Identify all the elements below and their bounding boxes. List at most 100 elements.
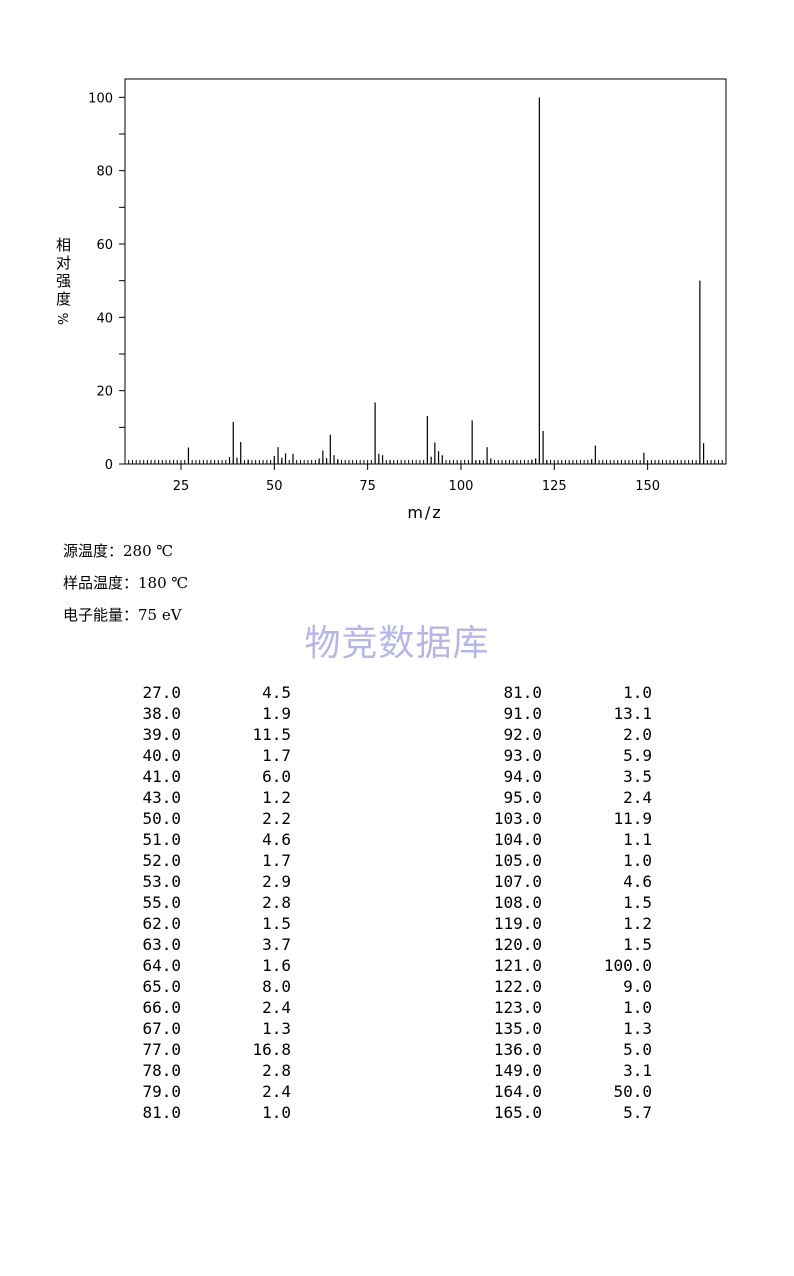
peak-row: 81.0 1.0 <box>432 683 652 704</box>
peak-abundance: 8.0 <box>262 977 291 996</box>
peak-mz: 65.0 <box>142 977 181 996</box>
peak-row: 51.0 4.6 <box>71 830 291 851</box>
peak-abundance: 11.9 <box>613 809 652 828</box>
peak-mz: 105.0 <box>493 851 542 870</box>
peak-abundance: 2.0 <box>623 725 652 744</box>
peak-abundance: 1.0 <box>623 998 652 1017</box>
spectrum-bars <box>187 97 705 464</box>
peak-row: 93.0 5.9 <box>432 746 652 767</box>
peak-row: 39.0 11.5 <box>71 725 291 746</box>
peak-mz: 55.0 <box>142 893 181 912</box>
peak-abundance: 6.0 <box>262 767 291 786</box>
peak-abundance: 9.0 <box>623 977 652 996</box>
peak-abundance: 2.4 <box>623 788 652 807</box>
peak-mz: 27.0 <box>142 683 181 702</box>
peak-mz: 107.0 <box>493 872 542 891</box>
peak-mz: 93.0 <box>503 746 542 765</box>
peak-abundance: 1.3 <box>623 1019 652 1038</box>
peak-row: 135.0 1.3 <box>432 1019 652 1040</box>
peak-abundance: 2.8 <box>262 1061 291 1080</box>
peak-mz: 149.0 <box>493 1061 542 1080</box>
x-axis-ticks: 25 50 75 100 125 150 <box>173 464 660 494</box>
peak-mz: 103.0 <box>493 809 542 828</box>
peak-mz: 164.0 <box>493 1082 542 1101</box>
y-tick-label: 80 <box>96 165 113 180</box>
peak-abundance: 5.7 <box>623 1103 652 1122</box>
peak-abundance: 5.0 <box>623 1040 652 1059</box>
peak-mz: 77.0 <box>142 1040 181 1059</box>
peak-mz: 81.0 <box>142 1103 181 1122</box>
acquisition-conditions: 源温度：280 ℃ 样品温度：180 ℃ 电子能量：75 eV <box>63 540 188 636</box>
peak-mz: 62.0 <box>142 914 181 933</box>
peak-abundance: 4.5 <box>262 683 291 702</box>
peak-row: 62.0 1.5 <box>71 914 291 935</box>
peak-row: 119.0 1.2 <box>432 914 652 935</box>
source-temperature: 源温度：280 ℃ <box>63 542 174 560</box>
peak-abundance: 2.4 <box>262 998 291 1017</box>
x-tick-label: 125 <box>542 479 567 494</box>
x-tick-label: 25 <box>173 479 190 494</box>
peak-mz: 50.0 <box>142 809 181 828</box>
peak-mz: 95.0 <box>503 788 542 807</box>
peak-mz: 53.0 <box>142 872 181 891</box>
peak-abundance: 1.7 <box>262 746 291 765</box>
peak-mz: 119.0 <box>493 914 542 933</box>
peak-table-right-column: 81.0 1.0 91.0 13.1 92.0 2.0 93.0 5.9 94.0 3.5 95.0… <box>432 683 652 1124</box>
y-axis-label-char: 度 <box>56 290 71 308</box>
peak-mz: 136.0 <box>493 1040 542 1059</box>
peak-row: 63.0 3.7 <box>71 935 291 956</box>
minor-ticks <box>124 460 727 464</box>
peak-mz: 104.0 <box>493 830 542 849</box>
peak-row: 165.0 5.7 <box>432 1103 652 1124</box>
peak-row: 95.0 2.4 <box>432 788 652 809</box>
y-tick-label: 0 <box>105 458 113 473</box>
peak-row: 43.0 1.2 <box>71 788 291 809</box>
peak-abundance: 3.5 <box>623 767 652 786</box>
peak-mz: 39.0 <box>142 725 181 744</box>
sample-temperature: 样品温度：180 ℃ <box>63 574 189 592</box>
mass-spectrum-chart: 25 50 75 100 125 150 0 20 40 60 80 100 m/z 相 对 强 度… <box>56 78 727 522</box>
peak-mz: 91.0 <box>503 704 542 723</box>
peak-mz: 120.0 <box>493 935 542 954</box>
peak-abundance: 2.4 <box>262 1082 291 1101</box>
peak-row: 121.0 100.0 <box>432 956 652 977</box>
peak-abundance: 16.8 <box>252 1040 291 1059</box>
peak-row: 53.0 2.9 <box>71 872 291 893</box>
peak-mz: 92.0 <box>503 725 542 744</box>
peak-abundance: 1.5 <box>623 935 652 954</box>
peak-abundance: 1.7 <box>262 851 291 870</box>
peak-row: 77.0 16.8 <box>71 1040 291 1061</box>
peak-mz: 135.0 <box>493 1019 542 1038</box>
peak-row: 120.0 1.5 <box>432 935 652 956</box>
y-axis-label-char: 强 <box>56 272 71 290</box>
peak-abundance: 1.0 <box>262 1103 291 1122</box>
peak-abundance: 1.9 <box>262 704 291 723</box>
x-tick-label: 100 <box>449 479 474 494</box>
peak-abundance: 100.0 <box>603 956 652 975</box>
y-axis-label-unit: % <box>57 313 72 325</box>
peak-row: 65.0 8.0 <box>71 977 291 998</box>
peak-row: 103.0 11.9 <box>432 809 652 830</box>
peak-mz: 64.0 <box>142 956 181 975</box>
x-tick-label: 50 <box>266 479 283 494</box>
plot-frame <box>124 78 727 465</box>
peak-abundance: 1.2 <box>262 788 291 807</box>
peak-row: 136.0 5.0 <box>432 1040 652 1061</box>
peak-mz: 121.0 <box>493 956 542 975</box>
peak-row: 108.0 1.5 <box>432 893 652 914</box>
y-axis-label: 相 对 强 度 % <box>56 236 72 325</box>
peak-mz: 78.0 <box>142 1061 181 1080</box>
x-tick-label: 150 <box>635 479 660 494</box>
peak-mz: 81.0 <box>503 683 542 702</box>
peak-row: 104.0 1.1 <box>432 830 652 851</box>
y-axis-label-char: 对 <box>56 254 71 272</box>
peak-mz: 108.0 <box>493 893 542 912</box>
peak-row: 55.0 2.8 <box>71 893 291 914</box>
peak-abundance: 13.1 <box>613 704 652 723</box>
peak-abundance: 2.2 <box>262 809 291 828</box>
peak-abundance: 11.5 <box>252 725 291 744</box>
peak-abundance: 4.6 <box>262 830 291 849</box>
peak-abundance: 5.9 <box>623 746 652 765</box>
peak-abundance: 1.1 <box>623 830 652 849</box>
peak-mz: 66.0 <box>142 998 181 1017</box>
